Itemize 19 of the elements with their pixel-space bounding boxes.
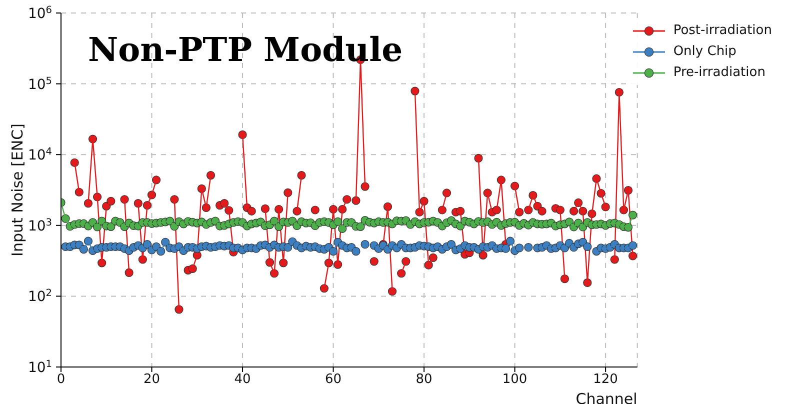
legend-label: Post-irradiation [673, 23, 772, 38]
y-tick-label: 10$^{6}$ [28, 4, 52, 22]
y-tick-label: 10$^{2}$ [28, 288, 52, 306]
x-tick-label: 20 [143, 372, 160, 388]
y-tick-label: 10$^{3}$ [28, 216, 52, 234]
y-tick-label: 10$^{5}$ [28, 75, 52, 93]
x-tick-label: 40 [234, 372, 251, 388]
legend-label: Only Chip [673, 44, 736, 59]
y-tick-label: 10$^{1}$ [28, 358, 52, 376]
y-tick-label: 10$^{4}$ [28, 146, 52, 164]
text: Non-PTP Module [88, 30, 403, 69]
x-axis-title: Channel [576, 390, 638, 404]
legend-label: Pre-irradiation [673, 65, 766, 80]
x-tick-label: 100 [502, 372, 528, 388]
x-tick-label: 60 [325, 372, 342, 388]
x-tick-label: 120 [593, 372, 618, 388]
y-axis-title: Input Noise [ENC] [8, 124, 26, 256]
x-tick-label: 80 [416, 372, 432, 388]
x-tick-label: 0 [56, 372, 66, 388]
